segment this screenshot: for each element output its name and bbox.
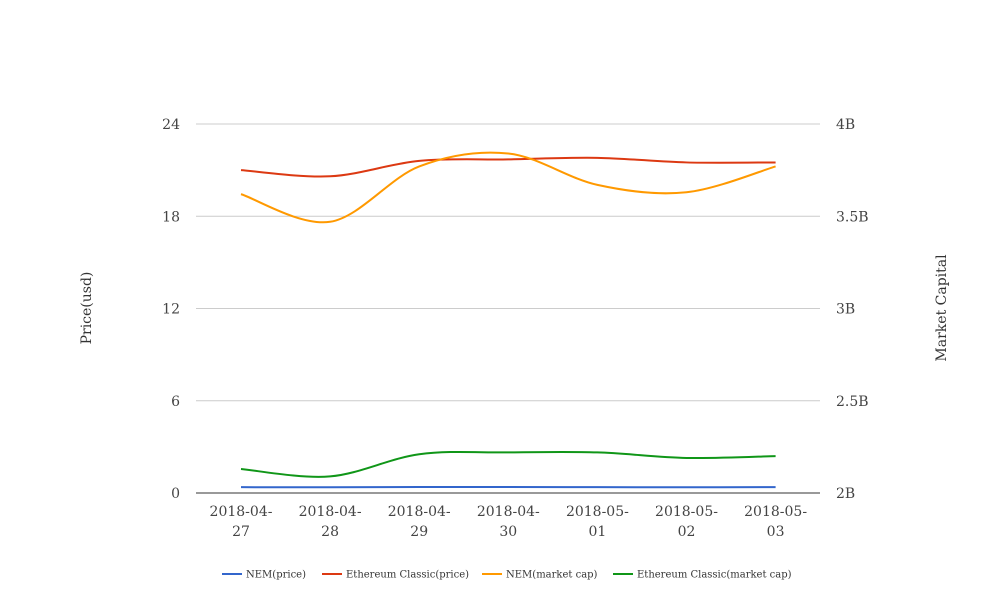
legend-item: NEM(market cap) (482, 570, 598, 581)
left-tick-label: 12 (162, 302, 180, 318)
left-tick-label: 0 (171, 486, 180, 502)
x-tick-label: 2018-05-02 (655, 504, 718, 540)
series-line-ethereum-classic-price (240, 156, 776, 178)
left-axis-title: Price(usd) (79, 272, 95, 345)
x-tick-label: 2018-04-30 (477, 504, 540, 540)
gridlines (196, 123, 820, 402)
legend-item: Ethereum Classic(price) (322, 570, 469, 581)
series-lines (240, 151, 776, 489)
legend: NEM(price) Ethereum Classic(price) NEM(mar… (222, 570, 792, 581)
legend-label: Ethereum Classic(market cap) (637, 570, 792, 581)
x-tick-label: 2018-05-03 (744, 504, 807, 540)
right-tick-label: 4B (836, 117, 855, 133)
right-tick-label: 2.5B (836, 394, 869, 410)
left-axis: 0 6 12 18 24 (162, 117, 180, 502)
x-tick-label: 2018-05-01 (566, 504, 629, 540)
legend-item: Ethereum Classic(market cap) (613, 570, 792, 581)
left-tick-label: 18 (162, 209, 180, 225)
right-tick-label: 2B (836, 486, 855, 502)
legend-label: Ethereum Classic(price) (346, 570, 469, 581)
right-axis-title: Market Capital (934, 254, 950, 362)
left-tick-label: 24 (162, 117, 180, 133)
x-tick-label: 2018-04-28 (299, 504, 362, 540)
left-tick-label: 6 (171, 394, 180, 410)
right-axis: 2B 2.5B 3B 3.5B 4B (836, 117, 869, 502)
series-line-ethereum-classic-market-cap (240, 450, 776, 478)
x-tick-label: 2018-04-27 (210, 504, 273, 540)
legend-item: NEM(price) (222, 570, 306, 581)
right-tick-label: 3B (836, 302, 855, 318)
legend-label: NEM(price) (246, 570, 306, 581)
x-tick-label: 2018-04-29 (388, 504, 451, 540)
series-line-nem-market-cap (240, 151, 776, 224)
x-axis: 2018-04-27 2018-04-28 2018-04-29 2018-04-30… (196, 492, 820, 540)
right-tick-label: 3.5B (836, 209, 869, 225)
legend-label: NEM(market cap) (506, 570, 598, 581)
